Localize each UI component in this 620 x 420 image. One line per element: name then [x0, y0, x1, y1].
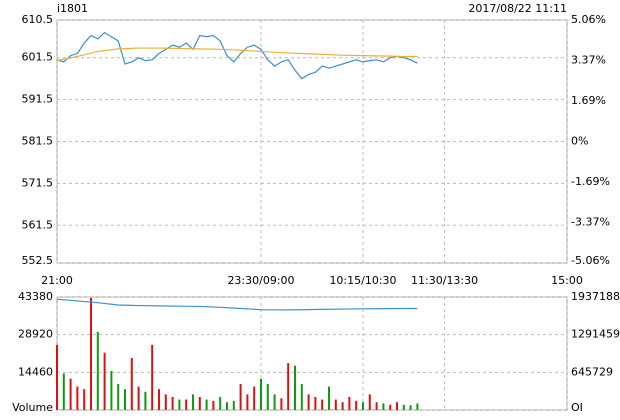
y2-tick-label: 1.69%	[571, 94, 606, 107]
volume-bar	[158, 389, 160, 410]
volume-bar	[62, 373, 65, 410]
y2-tick-label: -1.69%	[571, 175, 610, 188]
volume-frame	[56, 296, 568, 411]
volume-bar	[409, 405, 412, 410]
volume-bar	[219, 396, 222, 410]
x-tick-label: 11:30/13:30	[411, 274, 478, 287]
y-tick-label: 581.5	[22, 135, 54, 148]
x-tick-label: 21:00	[41, 274, 73, 287]
volume-bar	[294, 365, 296, 410]
volume-bar	[355, 400, 358, 410]
volume-bar	[321, 399, 324, 410]
volume-bar	[280, 398, 283, 410]
volume-bar	[164, 394, 167, 410]
y2-tick-label: OI	[571, 401, 583, 414]
x-tick-label: 23:30/09:00	[227, 274, 294, 287]
x-tick-label: 15:00	[551, 274, 583, 287]
volume-bar	[144, 391, 147, 410]
volume-bar	[226, 402, 228, 410]
volume-bar	[314, 396, 317, 410]
volume-bar	[178, 399, 181, 410]
volume-bar	[117, 383, 120, 410]
line	[56, 298, 418, 311]
volume-bar	[328, 386, 330, 410]
volume-bar	[287, 363, 290, 410]
volume-bar	[334, 399, 337, 410]
volume-bar	[90, 297, 92, 410]
y2-tick-label: 645729	[571, 365, 613, 378]
volume-bar	[266, 383, 269, 410]
volume-bar	[260, 378, 262, 410]
volume-bar	[96, 331, 99, 410]
volume-bar	[198, 396, 201, 410]
volume-bar	[253, 386, 256, 410]
volume-bar	[239, 383, 242, 410]
line	[56, 31, 418, 80]
y2-tick-label: 3.37%	[571, 54, 606, 67]
volume-bar	[151, 344, 154, 410]
volume-bar	[300, 383, 303, 410]
y2-tick-label: 0%	[571, 135, 588, 148]
y-tick-label: 28920	[18, 328, 53, 341]
volume-bar	[307, 394, 310, 410]
volume-bar	[137, 386, 140, 410]
volume-bar	[368, 394, 371, 410]
volume-bar	[382, 403, 385, 410]
volume-bar	[232, 400, 235, 410]
volume-bar	[124, 389, 126, 410]
y2-tick-label: 1937188	[571, 290, 620, 303]
y-tick-label: 561.5	[22, 218, 54, 231]
volume-bar	[205, 399, 208, 410]
volume-bar	[402, 404, 405, 410]
y-tick-label: 43380	[18, 290, 53, 303]
volume-bar	[389, 404, 392, 410]
volume-bar	[185, 399, 188, 410]
volume-bar	[341, 402, 344, 410]
volume-bar	[171, 396, 174, 410]
volume-bar	[396, 402, 398, 410]
volume-bar	[56, 344, 58, 410]
datetime: 2017/08/22 11:11	[468, 2, 567, 15]
y-tick-label: 571.5	[22, 176, 54, 189]
volume-bar	[212, 400, 215, 410]
x-tick-label: 10:15/10:30	[329, 274, 396, 287]
volume-bar	[76, 386, 79, 410]
symbol: i1801	[57, 2, 88, 15]
y2-tick-label: -3.37%	[571, 215, 610, 228]
y2-tick-label: 5.06%	[571, 13, 606, 26]
volume-bar	[375, 402, 378, 410]
volume-bar	[192, 394, 194, 410]
y-tick-label: 601.5	[22, 51, 54, 64]
volume-bar	[416, 403, 419, 410]
volume-bar	[246, 394, 249, 410]
y-tick-label: 591.5	[22, 93, 54, 106]
volume-bar	[348, 396, 351, 410]
volume-bar	[130, 357, 133, 410]
volume-bar	[69, 378, 72, 410]
y-tick-label: 14460	[18, 365, 53, 378]
volume-bar	[362, 402, 364, 410]
y2-tick-label: -5.06%	[571, 254, 610, 267]
volume-bar	[110, 370, 113, 410]
y-tick-label: 552.5	[22, 254, 54, 267]
volume-bar	[103, 352, 106, 410]
line	[56, 47, 418, 62]
y2-tick-label: 1291459	[571, 328, 620, 341]
y-tick-label: Volume	[12, 401, 53, 414]
volume-bar	[83, 389, 86, 410]
volume-bar	[273, 394, 276, 410]
y-tick-label: 610.5	[22, 13, 54, 26]
